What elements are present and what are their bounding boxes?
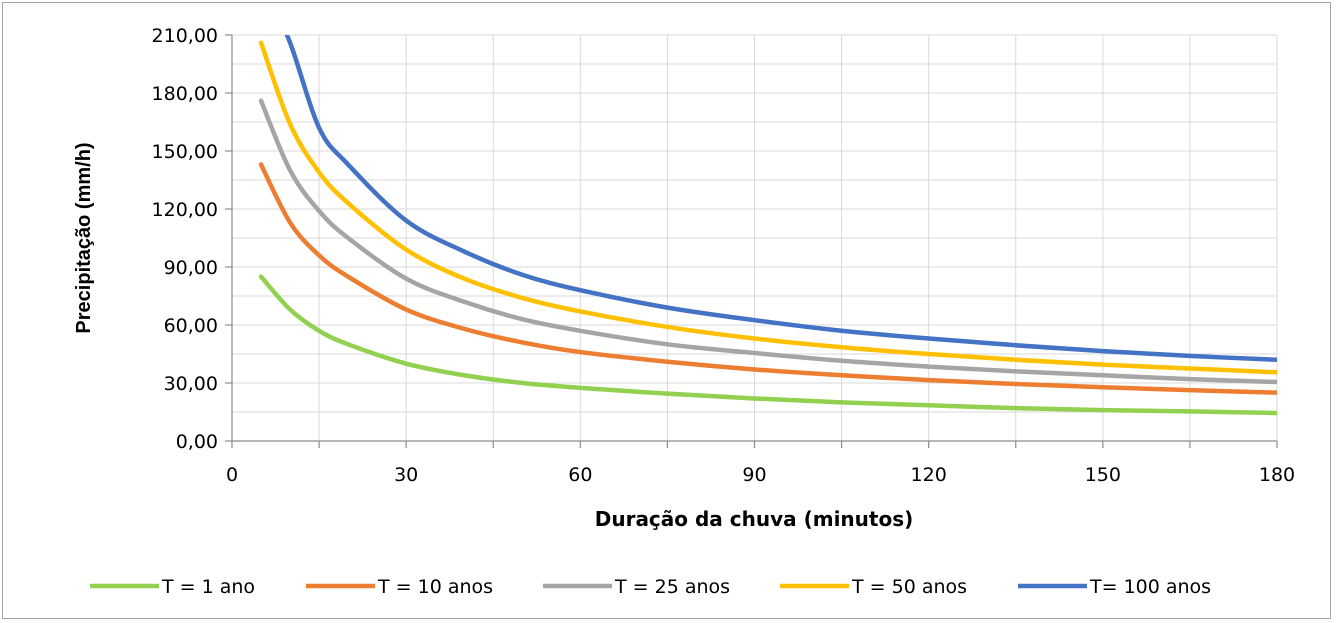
y-axis-label: Precipitação (mm/h) (73, 142, 95, 333)
x-tick-label: 30 (394, 464, 418, 486)
y-tick-label: 30,00 (164, 373, 218, 395)
y-tick-label: 60,00 (164, 315, 218, 337)
legend: T = 1 ano T = 10 anos T = 25 anos T = 50 an… (90, 576, 1211, 598)
series-line-1 (258, 274, 1277, 416)
y-tick-label: 0,00 (176, 431, 218, 453)
x-tick-label: 180 (1259, 464, 1295, 486)
axes (225, 34, 1278, 448)
legend-label: T= 100 anos (1089, 576, 1211, 598)
x-tick-label: 150 (1085, 464, 1121, 486)
series-lines (258, 35, 1277, 416)
y-tick-labels: 0,00 30,00 60,00 90,00 120,00 150,00 180,00 210… (152, 25, 218, 453)
y-tick-label: 150,00 (152, 141, 218, 163)
series-line-2 (258, 162, 1277, 395)
legend-label: T = 50 anos (851, 576, 967, 598)
x-tick-label: 90 (742, 464, 766, 486)
series-line-4 (258, 40, 1277, 375)
x-tick-label: 60 (568, 464, 592, 486)
y-tick-label: 180,00 (152, 83, 218, 105)
x-tick-label: 0 (226, 464, 238, 486)
y-tick-label: 90,00 (164, 257, 218, 279)
legend-label: T = 25 anos (614, 576, 730, 598)
x-tick-labels: 0 30 60 90 120 150 180 (226, 464, 1295, 486)
legend-label: T = 10 anos (377, 576, 493, 598)
series-line-3 (258, 98, 1277, 385)
x-tick-label: 120 (911, 464, 947, 486)
series-line-5 (284, 35, 1277, 363)
legend-label: T = 1 ano (161, 576, 255, 598)
y-tick-label: 210,00 (152, 25, 218, 47)
y-tick-label: 120,00 (152, 199, 218, 221)
x-axis-label: Duração da chuva (minutos) (595, 507, 914, 531)
